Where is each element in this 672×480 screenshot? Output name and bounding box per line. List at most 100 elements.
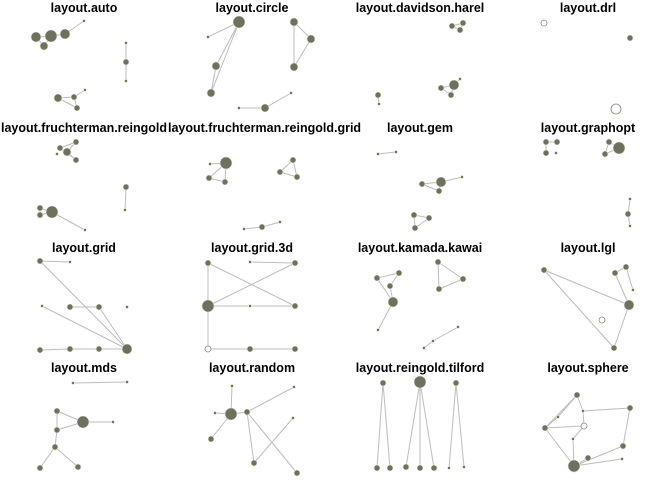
graph-node — [45, 205, 59, 219]
graph-node — [95, 303, 103, 311]
graph-node — [237, 106, 241, 110]
graph-edge — [405, 381, 421, 468]
graph-node — [224, 407, 238, 421]
graph-node — [53, 426, 61, 434]
graph-edge — [246, 386, 295, 413]
graph-node — [56, 144, 64, 152]
graph-node — [619, 442, 627, 450]
panel-title: layout.sphere — [547, 361, 629, 375]
graph-edge — [215, 21, 240, 67]
graph-node — [204, 259, 212, 267]
graph-edge — [382, 382, 391, 469]
graph-node — [623, 299, 635, 311]
graph-node — [631, 288, 635, 292]
graph-node — [402, 463, 410, 471]
graph-node — [628, 197, 632, 201]
graph-edge — [210, 65, 217, 94]
graph-node — [452, 379, 460, 387]
graph-edge — [264, 92, 292, 109]
graph-node — [431, 339, 435, 343]
graph-node — [542, 149, 550, 157]
graph-node — [373, 464, 381, 472]
graph-node — [207, 435, 215, 443]
graph-node — [540, 266, 548, 274]
graph-node — [410, 211, 418, 219]
graph-node — [36, 257, 44, 265]
panel-title: layout.fruchterman.reingold — [1, 121, 167, 135]
graph-node — [289, 91, 293, 95]
graph-node — [567, 459, 581, 473]
graph-node — [601, 150, 609, 158]
graph-edge — [377, 151, 397, 155]
graph-node — [30, 31, 42, 43]
graph-edge — [573, 445, 624, 467]
graph-node — [622, 263, 630, 271]
graph-node — [541, 424, 549, 432]
graph-edge — [543, 269, 630, 306]
graph-node — [430, 464, 438, 472]
graph-node — [83, 228, 87, 232]
graph-node — [289, 156, 297, 164]
network-graph — [373, 375, 466, 472]
graph-node — [459, 275, 467, 283]
graph-node — [377, 102, 381, 106]
graph-edge — [455, 382, 465, 468]
network-graph — [207, 384, 301, 477]
graph-node — [610, 103, 622, 115]
graph-node — [425, 214, 433, 222]
panel-title: layout.kamada.kawai — [357, 241, 483, 255]
graph-node — [458, 77, 462, 81]
graph-node — [448, 22, 456, 30]
graph-edge — [207, 262, 296, 307]
graph-node — [278, 220, 282, 224]
graph-edge — [419, 381, 435, 469]
graph-node — [306, 34, 316, 44]
graph-node — [435, 176, 447, 188]
panel-layout-grid: layout.grid — [0, 240, 168, 360]
graph-node — [44, 29, 58, 43]
graph-node — [232, 15, 246, 29]
graph-node — [598, 316, 606, 324]
panel-layout-lgl: layout.lgl — [504, 240, 672, 360]
graph-node — [387, 296, 399, 308]
graph-node — [291, 302, 299, 310]
graph-edge — [39, 260, 71, 263]
graph-node — [260, 103, 270, 113]
network-graph — [374, 19, 467, 106]
graph-node — [379, 379, 387, 387]
graph-edge — [210, 21, 240, 94]
graph-node — [59, 28, 71, 40]
graph-node — [460, 175, 464, 179]
graph-node — [205, 174, 213, 182]
graph-node — [125, 305, 129, 309]
panel-title: layout.lgl — [560, 241, 616, 255]
graph-node — [71, 381, 75, 385]
panel-layout-fruchterman-reingold: layout.fruchterman.reingold — [0, 120, 168, 240]
graph-node — [376, 152, 380, 156]
graph-node — [242, 227, 246, 231]
graph-node — [206, 35, 210, 39]
panel-layout-gem: layout.gem — [336, 120, 504, 240]
graph-node — [82, 19, 86, 23]
graph-node — [248, 260, 252, 264]
graph-edge — [438, 278, 464, 290]
graph-node — [111, 420, 115, 424]
panel-title: layout.grid — [52, 241, 116, 255]
graph-node — [289, 17, 299, 27]
graph-node — [206, 88, 216, 98]
graph-node — [258, 223, 266, 231]
graph-node — [459, 19, 467, 27]
graph-edge — [544, 425, 585, 429]
panel-layout-drl: layout.drl — [504, 0, 672, 120]
network-graph — [540, 19, 634, 115]
graph-node — [208, 162, 212, 166]
graph-node — [55, 152, 59, 156]
graph-node — [201, 299, 215, 313]
graph-node — [204, 345, 212, 353]
panel-layout-grid-3d: layout.grid.3d — [168, 240, 336, 360]
graph-node — [250, 459, 258, 467]
graph-node — [124, 41, 128, 45]
graph-node — [213, 411, 217, 415]
graph-edge — [423, 340, 434, 349]
graph-node — [121, 343, 133, 355]
